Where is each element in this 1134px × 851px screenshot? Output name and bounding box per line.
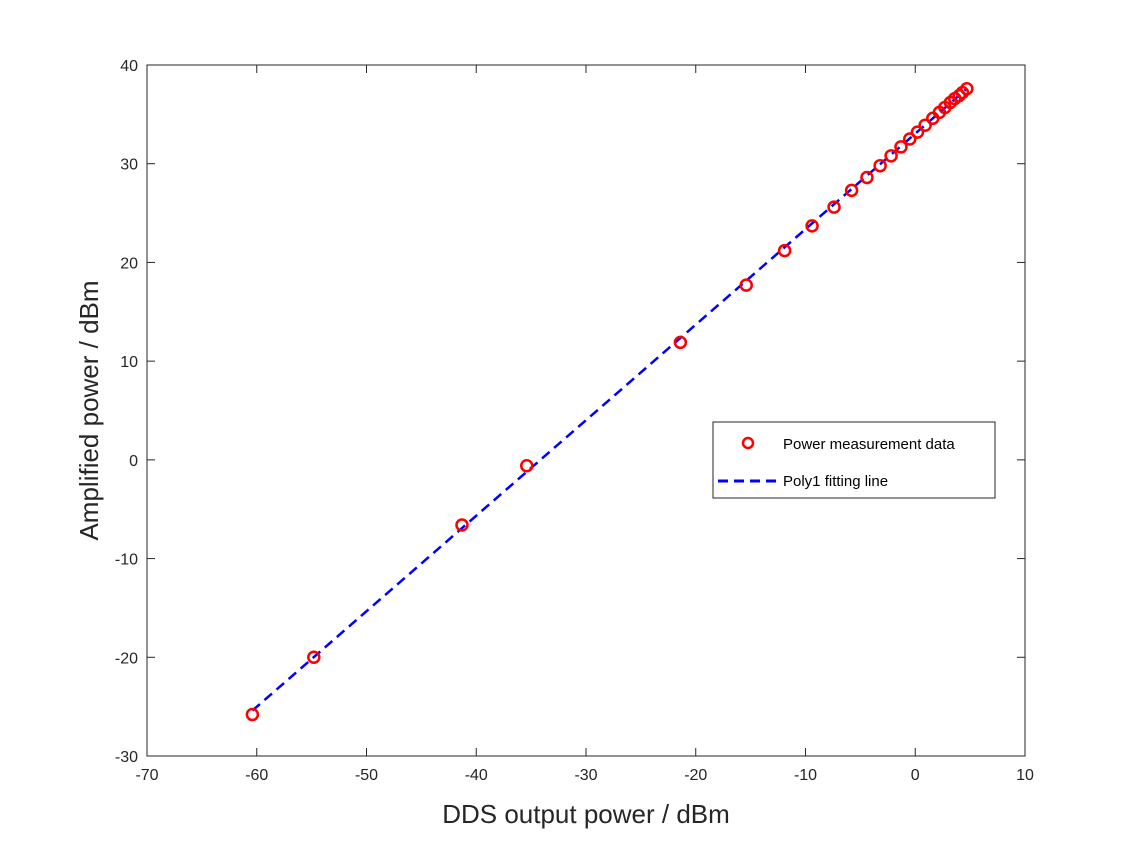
- x-axis-title: DDS output power / dBm: [442, 799, 730, 829]
- data-point: [245, 707, 260, 722]
- data-point: [884, 149, 898, 163]
- x-tick-label: -50: [355, 767, 378, 784]
- data-point: [960, 81, 974, 96]
- data-point: [894, 140, 908, 154]
- plot-area: [146, 64, 1026, 757]
- legend-marker-circle-icon: [741, 436, 755, 450]
- x-tick-label: -60: [245, 767, 268, 784]
- y-tick-label: 40: [120, 58, 138, 75]
- data-point: [777, 243, 792, 258]
- y-tick-label: 20: [120, 255, 138, 272]
- data-point: [307, 650, 321, 665]
- x-tick-label: -10: [794, 767, 817, 784]
- y-axis-ticks: -30 -20 -10 0 10 20 30 40: [115, 58, 1025, 766]
- data-point: [673, 335, 688, 350]
- x-axis-ticks: -70 -60 -50 -40 -30 -20 -10 0 10: [135, 65, 1034, 784]
- legend-label-measurement: Power measurement data: [783, 436, 955, 453]
- data-point: [860, 170, 874, 185]
- y-axis-title: Amplified power / dBm: [74, 280, 104, 540]
- x-tick-label: -20: [684, 767, 707, 784]
- x-tick-label: -40: [465, 767, 488, 784]
- data-point: [519, 459, 534, 473]
- data-point: [918, 118, 932, 132]
- x-tick-label: -70: [135, 767, 158, 784]
- x-tick-label: 0: [911, 767, 920, 784]
- legend: Power measurement data Poly1 fitting lin…: [712, 421, 996, 499]
- data-point: [844, 183, 859, 198]
- x-tick-label: -30: [574, 767, 597, 784]
- y-tick-label: -30: [115, 749, 138, 766]
- data-point: [739, 278, 753, 292]
- marker-layer: [245, 81, 974, 722]
- data-point: [455, 518, 469, 532]
- data-point: [952, 88, 966, 103]
- x-tick-label: 10: [1016, 767, 1034, 784]
- y-tick-label: -10: [115, 552, 138, 569]
- data-point: [903, 132, 917, 146]
- data-point: [805, 219, 819, 233]
- y-tick-label: 10: [120, 354, 138, 371]
- y-tick-label: 30: [120, 157, 138, 174]
- y-tick-label: 0: [129, 453, 138, 470]
- data-point: [873, 158, 887, 173]
- legend-label-fit: Poly1 fitting line: [783, 473, 888, 490]
- axes-box: [146, 64, 1026, 757]
- y-tick-label: -20: [115, 650, 138, 667]
- legend-box: [712, 421, 996, 499]
- data-point: [827, 200, 841, 214]
- data-point: [910, 125, 925, 139]
